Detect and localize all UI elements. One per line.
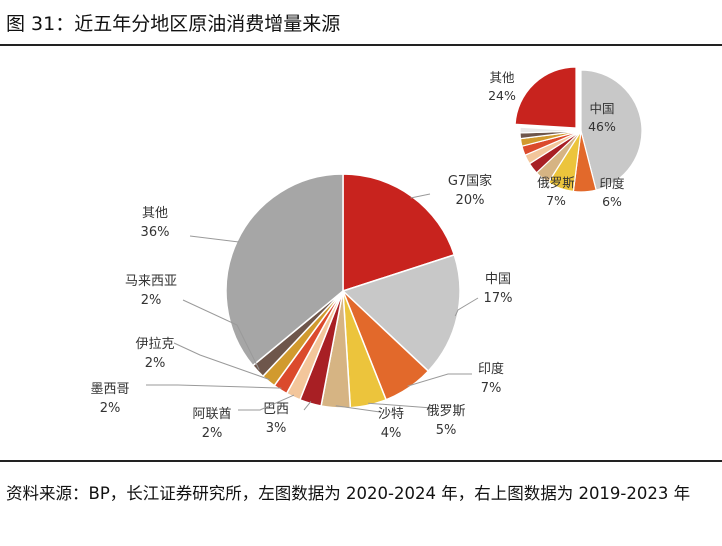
figure-title: 图 31：近五年分地区原油消费增量来源 bbox=[6, 13, 341, 35]
main-slice-other bbox=[225, 173, 344, 367]
main-label-mexico: 墨西哥 bbox=[90, 382, 129, 397]
main-slice-g7 bbox=[342, 173, 456, 292]
main-pct-other: 36% bbox=[141, 225, 170, 240]
main-leader-brazil bbox=[303, 401, 312, 411]
main-leader-malaysia bbox=[182, 299, 260, 370]
main-pct-russia: 5% bbox=[436, 423, 457, 438]
inset-pie-labels: 中国 46% 印度 6% 俄罗斯 7% 其他 24% bbox=[488, 70, 625, 209]
bottom-rule bbox=[0, 460, 722, 462]
inset-pct-india: 6% bbox=[602, 194, 622, 209]
inset-pct-china: 46% bbox=[588, 119, 616, 134]
inset-slice-china bbox=[580, 69, 643, 191]
main-label-russia: 俄罗斯 bbox=[426, 404, 465, 419]
main-leader-other bbox=[189, 235, 239, 243]
inset-label-china: 中国 bbox=[589, 101, 614, 116]
inset-slice-other bbox=[514, 66, 577, 129]
main-pct-mexico: 2% bbox=[100, 401, 121, 416]
main-label-uae: 阿联酋 bbox=[192, 406, 231, 422]
main-pct-g7: 20% bbox=[456, 193, 485, 208]
main-label-saudi: 沙特 bbox=[378, 407, 404, 422]
main-pct-china: 17% bbox=[484, 291, 513, 306]
main-label-g7: G7国家 bbox=[448, 173, 492, 189]
main-label-brazil: 巴西 bbox=[263, 402, 289, 417]
inset-pct-other: 24% bbox=[488, 88, 516, 103]
main-leader-russia bbox=[368, 402, 433, 409]
main-label-iraq: 伊拉克 bbox=[135, 337, 174, 352]
main-leader-uae bbox=[238, 394, 295, 411]
inset-label-other: 其他 bbox=[489, 70, 515, 85]
main-leader-saudi bbox=[335, 405, 381, 413]
main-leader-china bbox=[454, 297, 479, 317]
main-pie-chart bbox=[225, 173, 461, 409]
main-pct-india: 7% bbox=[481, 381, 502, 396]
inset-slice-unlabeled-9 bbox=[519, 126, 582, 134]
main-slice-china bbox=[342, 254, 461, 372]
main-pct-brazil: 3% bbox=[266, 421, 287, 436]
top-rule bbox=[0, 44, 722, 46]
main-leader-g7 bbox=[410, 193, 431, 199]
chart-area: G7国家 20% 中国 17% 印度 7% 俄罗斯 5% 沙特 4% 巴西 3% 阿联酋 2% 墨西哥 2% 伊… bbox=[90, 66, 643, 441]
main-pct-iraq: 2% bbox=[145, 356, 166, 371]
inset-label-russia: 俄罗斯 bbox=[537, 175, 575, 190]
main-leader-mexico bbox=[146, 384, 282, 389]
main-label-malaysia: 马来西亚 bbox=[125, 274, 177, 289]
main-pie-labels: G7国家 20% 中国 17% 印度 7% 俄罗斯 5% 沙特 4% 巴西 3% 阿联酋 2% 墨西哥 2% 伊… bbox=[90, 173, 512, 441]
main-label-other: 其他 bbox=[142, 206, 168, 221]
inset-pie-chart bbox=[514, 66, 643, 193]
main-pct-malaysia: 2% bbox=[141, 293, 162, 308]
inset-pct-russia: 7% bbox=[546, 193, 566, 208]
main-pct-saudi: 4% bbox=[381, 426, 402, 441]
main-leader-iraq bbox=[173, 342, 270, 381]
main-pct-uae: 2% bbox=[202, 426, 223, 441]
inset-label-india: 印度 bbox=[599, 176, 625, 191]
source-note: 资料来源：BP，长江证券研究所，左图数据为 2020-2024 年，右上图数据为… bbox=[6, 484, 691, 503]
main-leader-india bbox=[407, 373, 472, 387]
main-label-india: 印度 bbox=[478, 361, 504, 377]
main-label-china: 中国 bbox=[485, 272, 511, 287]
